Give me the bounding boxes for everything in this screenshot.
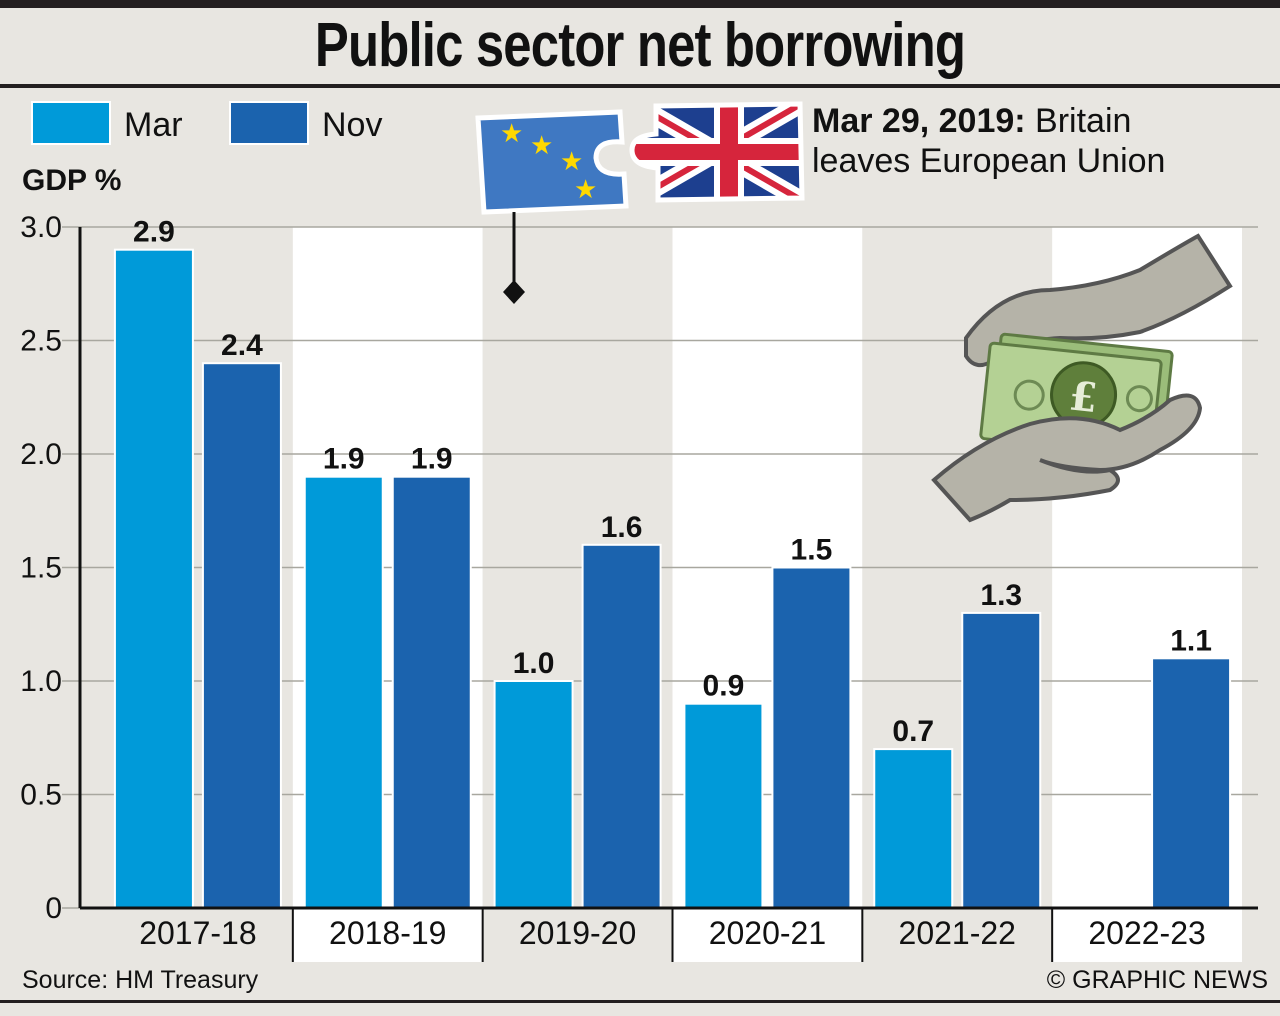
value-label: 0.7 [892, 715, 934, 748]
x-label-band [292, 908, 483, 962]
value-label: 2.9 [133, 216, 175, 249]
bars [113, 248, 1232, 910]
value-label: 1.3 [980, 579, 1022, 612]
legend-label-mar: Mar [124, 106, 183, 144]
value-label: 1.5 [791, 534, 833, 567]
value-label: 0.9 [703, 670, 745, 703]
bar-mar-2017-18 [113, 248, 194, 909]
axes [78, 227, 1258, 910]
legend-swatch-mar [31, 101, 111, 145]
x-label-band [482, 908, 673, 962]
svg-text:★: ★ [530, 130, 553, 160]
y-tick-label: 0.5 [20, 779, 62, 812]
bar-nov-2018-19 [391, 475, 472, 909]
top-bar [0, 0, 1280, 8]
bar-nov-2020-21 [771, 566, 852, 909]
x-label-band [672, 908, 863, 962]
annotation-text-1: Britain [1035, 102, 1132, 140]
y-tick-label: 2.0 [20, 438, 62, 471]
legend-label-nov: Nov [322, 106, 382, 144]
bar-mar-2021-22 [873, 748, 954, 909]
value-label: 1.0 [513, 647, 555, 680]
y-tick-labels: 0 0.5 1.0 1.5 2.0 2.5 3.0 [20, 211, 62, 925]
chart-title: Public sector net borrowing [314, 11, 966, 80]
bar-nov-2017-18 [201, 362, 282, 909]
value-label: 1.1 [1170, 624, 1212, 657]
svg-text:£: £ [1067, 372, 1100, 422]
x-tick-labels: 2017-18 2018-19 2019-20 2020-21 2021-22 2022-… [139, 908, 1206, 962]
value-label: 1.9 [411, 443, 453, 476]
bar-nov-2022-23 [1151, 657, 1232, 909]
bar-nov-2021-22 [961, 611, 1042, 910]
hands-money-icon: £ [931, 233, 1233, 523]
bar-nov-2019-20 [581, 543, 662, 909]
annotation-date: Mar 29, 2019: [812, 102, 1026, 140]
svg-text:★: ★ [574, 174, 597, 204]
x-tick-label: 2022-23 [1088, 915, 1205, 951]
value-label: 1.9 [323, 443, 365, 476]
svg-text:★: ★ [500, 118, 523, 148]
x-label-band [862, 908, 1053, 962]
value-label: 1.6 [601, 511, 643, 544]
source-note: Source: HM Treasury [22, 966, 259, 994]
y-tick-label: 2.5 [20, 325, 62, 358]
brexit-annotation: Mar 29, 2019: Britain leaves European Un… [812, 101, 1165, 181]
y-tick-label: 0 [45, 892, 62, 925]
y-tick-label: 1.0 [20, 665, 62, 698]
bar-mar-2019-20 [493, 680, 574, 909]
legend: Mar Nov [31, 101, 382, 145]
value-labels: 2.9 2.4 1.9 1.9 1.0 1.6 0.9 1.5 0.7 1.3 1.1 [133, 216, 1212, 748]
title-rule [0, 84, 1280, 88]
annotation-pointer [503, 212, 525, 304]
x-label-band [103, 908, 293, 962]
legend-swatch-nov [229, 101, 309, 145]
bar-mar-2018-19 [303, 475, 384, 909]
y-axis-label: GDP % [22, 164, 121, 197]
eu-puzzle-piece-icon: ★ ★ ★ ★ [475, 109, 629, 215]
x-tick-label: 2017-18 [139, 915, 256, 951]
x-tick-label: 2018-19 [329, 915, 446, 951]
annotation-text-2: leaves European Union [812, 142, 1166, 180]
y-tick-label: 1.5 [20, 552, 62, 585]
bottom-rule [0, 1000, 1280, 1003]
x-tick-label: 2020-21 [709, 915, 826, 951]
x-tick-label: 2019-20 [519, 915, 636, 951]
svg-text:★: ★ [560, 146, 583, 176]
y-tick-label: 3.0 [20, 211, 62, 244]
bar-mar-2020-21 [683, 702, 764, 910]
credit-note: © GRAPHIC NEWS [1046, 966, 1268, 994]
value-label: 2.4 [221, 329, 263, 362]
x-label-band [1052, 908, 1242, 962]
uk-flag-puzzle-piece-icon [629, 101, 805, 203]
x-tick-label: 2021-22 [899, 915, 1016, 951]
